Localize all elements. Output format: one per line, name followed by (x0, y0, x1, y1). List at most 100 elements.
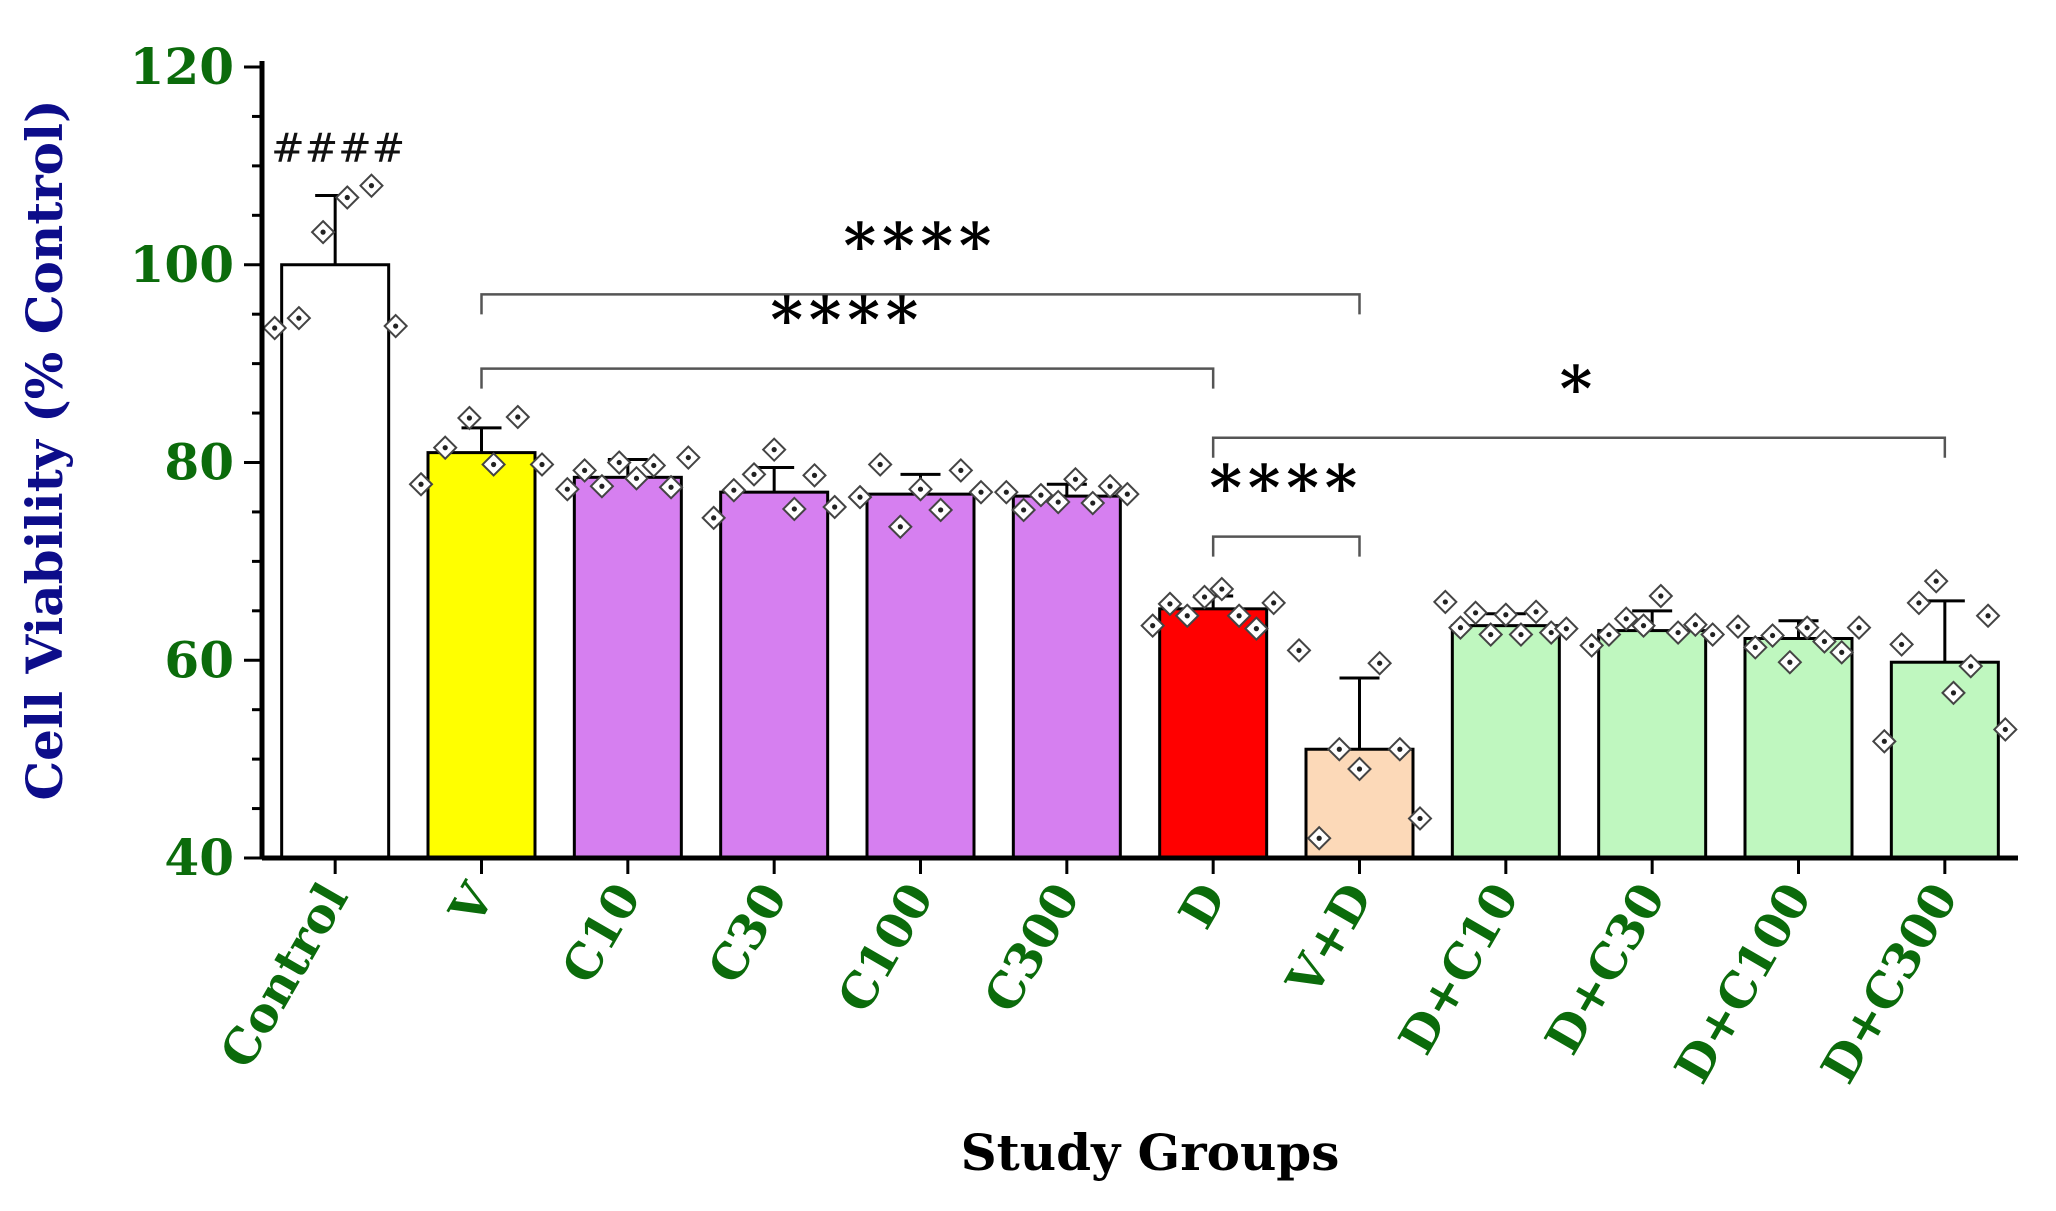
significance-label: **** (844, 209, 998, 282)
significance-label: **** (1209, 451, 1363, 524)
data-point-dot (711, 515, 717, 521)
bar-v (426, 451, 537, 860)
data-point-dot (1472, 610, 1479, 616)
data-point-dot (582, 467, 588, 474)
data-point-dot (1503, 612, 1509, 618)
data-point-dot (751, 471, 757, 477)
data-point-dot (1021, 507, 1027, 513)
x-tick-label: D+C100 (1664, 874, 1823, 1093)
control-significance-label: #### (271, 126, 405, 172)
significance-layer: ####************* (271, 126, 1947, 557)
significance-bracket (1211, 436, 1947, 458)
data-point-dot (857, 494, 863, 500)
data-point-dot (1548, 629, 1554, 636)
data-point-dot (1821, 638, 1828, 645)
bar-c100 (865, 492, 976, 860)
x-tick-label: C300 (974, 874, 1092, 1022)
data-point-dot (296, 315, 302, 321)
bar-d (1158, 607, 1269, 860)
data-point-dot (1377, 660, 1383, 666)
significance-label: * (1560, 352, 1598, 425)
significance-bracket (1211, 535, 1361, 557)
data-point-dot (418, 481, 424, 487)
y-tick-label: 80 (164, 433, 234, 492)
data-point-dot (877, 461, 883, 468)
data-point-dot (1589, 642, 1595, 649)
data-point-dot (1856, 625, 1862, 631)
data-point-dot (1488, 631, 1494, 638)
bar-control (280, 263, 391, 860)
data-point-dot (978, 489, 984, 495)
data-point-dot (1253, 626, 1259, 632)
data-point-dot (491, 461, 497, 468)
data-point-dot (1457, 625, 1464, 631)
data-point-dot (1336, 746, 1342, 752)
data-point-dot (1675, 629, 1681, 636)
data-point-dot (515, 414, 521, 420)
data-point-dot (1752, 644, 1758, 650)
data-point-dot (651, 462, 657, 469)
data-point-dot (393, 323, 399, 329)
y-tick-label: 40 (164, 828, 234, 887)
data-point-dot (1692, 622, 1698, 628)
data-point-dot (1640, 623, 1647, 629)
data-point-dot (832, 504, 838, 510)
y-tick-label: 60 (164, 630, 234, 689)
data-point-dot (1769, 632, 1776, 639)
y-tick-label: 100 (130, 235, 234, 294)
data-point-dot (320, 229, 326, 235)
data-point-dot (599, 483, 605, 489)
data-point-dot (1072, 476, 1079, 482)
data-point-dot (668, 484, 674, 490)
data-point-dot (466, 415, 472, 421)
data-point-dot (897, 524, 903, 530)
data-point-dot (1296, 647, 1302, 653)
data-point-dot (811, 472, 818, 478)
data-point-dot (771, 447, 777, 453)
bar-c30 (719, 490, 830, 860)
x-tick-label: C100 (827, 874, 945, 1022)
significance-bracket (480, 367, 1215, 389)
data-points-layer (262, 173, 2018, 851)
x-axis-title: Study Groups (961, 1123, 1340, 1182)
data-point-dot (731, 487, 737, 493)
data-point-dot (1167, 601, 1173, 607)
x-tick-label: D+C10 (1388, 874, 1530, 1064)
x-tick-label: Control (210, 874, 360, 1078)
data-point-dot (1201, 594, 1208, 600)
data-point-dot (1623, 616, 1629, 622)
data-point-dot (917, 486, 924, 492)
x-tick-label: V+D (1275, 874, 1384, 1006)
data-point-dot (1839, 649, 1845, 655)
data-point-dot (368, 183, 375, 189)
data-point-dot (1236, 613, 1242, 619)
bars-layer (280, 263, 2000, 860)
data-point-dot (938, 507, 944, 513)
data-point-dot (1533, 609, 1539, 615)
data-point-dot (1735, 624, 1741, 630)
data-point-dot (1356, 766, 1363, 772)
data-point-dot (1397, 746, 1403, 752)
data-point-dot (1933, 578, 1939, 584)
data-point-dot (1442, 599, 1448, 605)
data-point-dot (1787, 659, 1793, 665)
data-point-dot (1271, 600, 1277, 606)
data-point-dot (1107, 483, 1113, 489)
x-tick-label: D+C300 (1811, 874, 1970, 1093)
data-point-dot (1606, 631, 1612, 638)
data-point-dot (1710, 631, 1716, 638)
bar-d-c10 (1450, 624, 1561, 860)
y-tick-label: 120 (130, 37, 234, 96)
error-bars-layer (315, 194, 1965, 750)
significance-label: **** (770, 283, 924, 356)
data-point-dot (442, 445, 448, 451)
data-point-dot (1184, 613, 1190, 619)
data-point-dot (2002, 726, 2008, 733)
data-point-dot (1055, 499, 1061, 505)
bar-d-c30 (1597, 629, 1708, 860)
data-point-dot (1124, 491, 1130, 497)
data-point-dot (1219, 586, 1225, 592)
data-point-dot (1417, 815, 1423, 822)
